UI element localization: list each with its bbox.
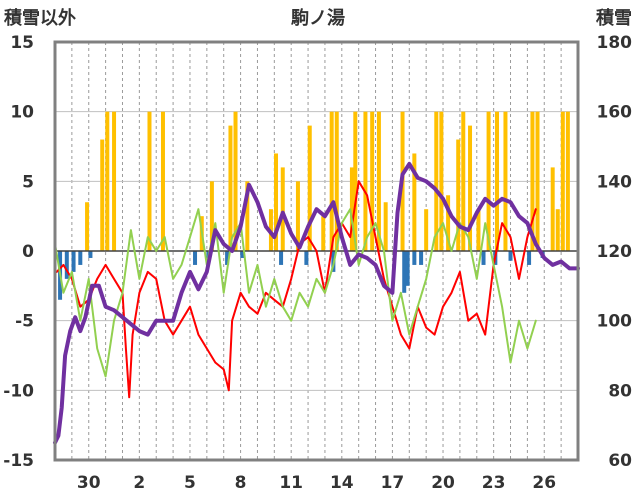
precip-bar bbox=[209, 181, 214, 251]
precip-bar bbox=[530, 111, 535, 252]
neg-bar bbox=[527, 251, 532, 265]
precip-bar bbox=[105, 111, 110, 252]
precip-bar bbox=[550, 167, 555, 251]
x-tick-label: 2 bbox=[133, 473, 145, 493]
precip-bar bbox=[245, 181, 250, 251]
precip-bar bbox=[321, 216, 326, 251]
x-tick-label: 30 bbox=[77, 473, 101, 493]
precip-bar bbox=[383, 202, 388, 251]
precip-bar bbox=[486, 111, 491, 252]
neg-bar bbox=[225, 251, 230, 265]
precip-bar bbox=[476, 209, 481, 251]
precip-bar bbox=[334, 111, 339, 252]
left-tick-label: 0 bbox=[22, 242, 34, 262]
x-tick-label: 11 bbox=[279, 473, 303, 493]
right-tick-label: 80 bbox=[608, 381, 632, 401]
precip-bar bbox=[424, 209, 429, 251]
precip-bar bbox=[274, 153, 279, 251]
precip-bar bbox=[555, 209, 560, 251]
right-tick-label: 140 bbox=[597, 172, 633, 192]
precip-bar bbox=[307, 125, 312, 251]
precip-bar bbox=[353, 111, 358, 252]
x-tick-label: 17 bbox=[381, 473, 405, 493]
precip-bar bbox=[233, 111, 238, 252]
right-tick-label: 160 bbox=[597, 103, 633, 123]
left-tick-label: -15 bbox=[3, 451, 34, 471]
precip-bar bbox=[100, 139, 105, 251]
left-tick-label: 15 bbox=[10, 33, 34, 53]
precip-bar bbox=[560, 111, 565, 252]
precip-bar bbox=[363, 111, 368, 252]
neg-bar bbox=[508, 251, 513, 261]
precip-bar bbox=[456, 139, 461, 251]
precip-bar bbox=[329, 111, 334, 252]
precip-bar bbox=[535, 111, 540, 252]
neg-bar bbox=[193, 251, 198, 265]
x-tick-label: 23 bbox=[482, 473, 506, 493]
neg-bar bbox=[412, 251, 417, 265]
precip-bar bbox=[434, 111, 439, 252]
precip-bar bbox=[439, 111, 444, 252]
chart-title: 駒ノ湯 bbox=[291, 7, 345, 29]
neg-bar bbox=[279, 251, 284, 265]
left-axis-label: 積雪以外 bbox=[3, 7, 76, 29]
neg-bar bbox=[64, 251, 69, 279]
right-tick-label: 60 bbox=[608, 451, 632, 471]
precip-bar bbox=[228, 125, 233, 251]
neg-bar bbox=[405, 251, 410, 286]
precip-bar bbox=[461, 111, 466, 252]
precip-bar bbox=[565, 111, 570, 252]
neg-bar bbox=[481, 251, 486, 265]
precip-bar bbox=[446, 195, 451, 251]
neg-bar bbox=[419, 251, 424, 265]
precip-bar bbox=[112, 111, 117, 252]
precip-bar bbox=[349, 167, 354, 251]
x-tick-label: 20 bbox=[431, 473, 455, 493]
precip-bar bbox=[295, 181, 300, 251]
neg-bar bbox=[78, 251, 83, 265]
x-tick-label: 14 bbox=[330, 473, 354, 493]
left-tick-label: 10 bbox=[10, 103, 34, 123]
neg-bar bbox=[88, 251, 93, 258]
precip-bar bbox=[376, 111, 381, 252]
precip-bar bbox=[147, 111, 152, 252]
neg-bar bbox=[240, 251, 245, 258]
right-axis-label: 積雪 bbox=[595, 7, 632, 29]
x-tick-label: 5 bbox=[184, 473, 196, 493]
right-tick-label: 120 bbox=[597, 242, 633, 262]
left-tick-label: -5 bbox=[15, 312, 34, 332]
left-tick-label: 5 bbox=[22, 172, 34, 192]
precip-bar bbox=[160, 111, 165, 252]
precip-bar bbox=[85, 202, 90, 251]
neg-bar bbox=[304, 251, 309, 265]
left-tick-label: -10 bbox=[3, 381, 34, 401]
neg-bar bbox=[71, 251, 76, 272]
plot-area: 15 10 5 0 -5 -10 -15 180 160 140 120 100 80 60 30 2 5 8 11… bbox=[3, 33, 632, 493]
precip-bar bbox=[280, 167, 285, 251]
precip-bar bbox=[370, 111, 375, 252]
x-tick-label: 26 bbox=[532, 473, 556, 493]
precip-bar bbox=[495, 111, 500, 252]
neg-bar bbox=[402, 251, 407, 293]
series-line-humidity_like bbox=[54, 208, 537, 378]
right-tick-label: 180 bbox=[597, 33, 633, 53]
x-tick-label: 8 bbox=[235, 473, 247, 493]
plot-frame bbox=[53, 40, 580, 462]
right-tick-label: 100 bbox=[597, 312, 633, 332]
precip-bar bbox=[468, 125, 473, 251]
series-line-snow_depth bbox=[53, 161, 580, 445]
precip-bar bbox=[412, 153, 417, 251]
precip-bar bbox=[503, 111, 508, 252]
